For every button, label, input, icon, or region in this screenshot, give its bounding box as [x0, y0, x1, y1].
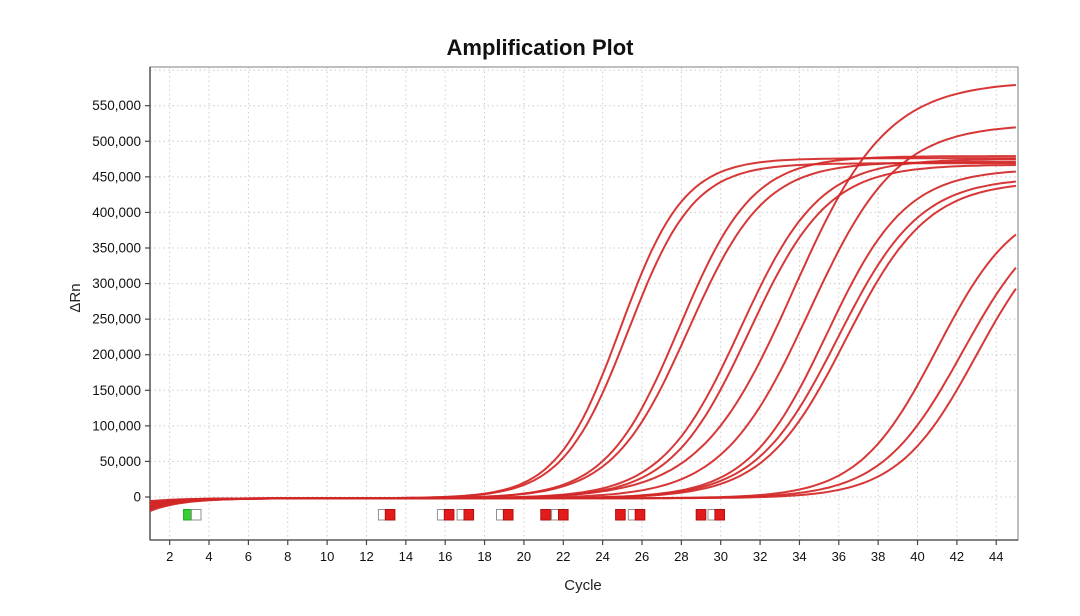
amplification-curve-curve-03	[150, 155, 1016, 508]
x-tick-label: 44	[989, 549, 1003, 564]
plot-border	[149, 66, 1019, 541]
x-tick-label: 40	[910, 549, 924, 564]
x-tick-label: 18	[477, 549, 491, 564]
ct-marker-red	[714, 509, 726, 521]
amplification-curve-curve-11	[150, 184, 1017, 505]
x-tick-label: 26	[635, 549, 649, 564]
x-tick-label: 12	[359, 549, 373, 564]
ct-marker-red	[384, 509, 396, 521]
y-tick-label: 200,000	[92, 347, 141, 362]
x-tick-label: 2	[166, 549, 173, 564]
y-tick-label: 50,000	[100, 454, 141, 469]
x-tick-label: 14	[399, 549, 413, 564]
y-tick-label: 150,000	[92, 383, 141, 398]
x-tick-labels: 2 4 6 8 10 12 14 16 18 20 22 24 26 28 30 32 34 36 38 40 42 44	[166, 549, 1003, 564]
x-tick-label: 6	[245, 549, 252, 564]
ct-marker-red	[634, 509, 646, 521]
amplification-curve-curve-05	[150, 158, 1016, 503]
ct-marker-red	[463, 509, 475, 521]
x-tick-label: 32	[753, 549, 767, 564]
x-tick-label: 30	[713, 549, 727, 564]
y-axis-label: ΔRn	[67, 283, 84, 312]
amplification-curve-curve-07	[150, 84, 1016, 505]
y-tick-label: 0	[133, 490, 141, 505]
chart-title: Amplification Plot	[447, 35, 635, 60]
amplification-curve-curve-13	[150, 266, 1017, 506]
amplification-curve-curve-14	[150, 288, 1017, 509]
amplification-curves	[150, 84, 1017, 513]
ct-marker-red	[558, 509, 569, 521]
x-tick-label: 20	[517, 549, 531, 564]
amplification-curve-curve-02	[150, 162, 1016, 504]
x-tick-label: 16	[438, 549, 452, 564]
amplification-curve-curve-01	[150, 157, 1016, 511]
y-tick-label: 450,000	[92, 169, 141, 184]
x-tick-label: 8	[284, 549, 291, 564]
ct-marker-red	[695, 509, 707, 521]
y-tick-label: 250,000	[92, 312, 141, 327]
y-tick-label: 350,000	[92, 240, 141, 255]
x-tick-label: 10	[320, 549, 334, 564]
plot-frame	[149, 66, 1019, 541]
axis-ticks	[145, 105, 997, 545]
x-tick-label: 34	[792, 549, 806, 564]
ct-marker-red	[443, 509, 455, 521]
amplification-curve-curve-09	[150, 170, 1016, 503]
x-tick-label: 24	[595, 549, 609, 564]
amplification-curve-curve-06	[150, 164, 1016, 507]
x-tick-label: 42	[950, 549, 964, 564]
x-tick-label: 4	[205, 549, 212, 564]
x-tick-label: 36	[832, 549, 846, 564]
y-tick-label: 550,000	[92, 98, 141, 113]
ct-markers	[183, 509, 726, 521]
x-axis-label: Cycle	[564, 577, 602, 594]
x-tick-label: 22	[556, 549, 570, 564]
y-tick-label: 100,000	[92, 418, 141, 433]
amplification-curve-curve-12	[150, 233, 1017, 508]
x-tick-label: 28	[674, 549, 688, 564]
ct-marker-red	[540, 509, 551, 521]
y-tick-labels: 0 50,000 100,000 150,000 200,000 250,000 300,0…	[92, 98, 141, 504]
x-tick-label: 38	[871, 549, 885, 564]
y-tick-label: 300,000	[92, 276, 141, 291]
y-tick-label: 500,000	[92, 134, 141, 149]
amplification-curve-curve-08	[150, 126, 1016, 510]
y-tick-label: 400,000	[92, 205, 141, 220]
ct-marker-white	[190, 509, 202, 521]
gridlines	[150, 67, 1018, 540]
ct-marker-red	[502, 509, 514, 521]
ct-marker-red	[615, 509, 626, 521]
